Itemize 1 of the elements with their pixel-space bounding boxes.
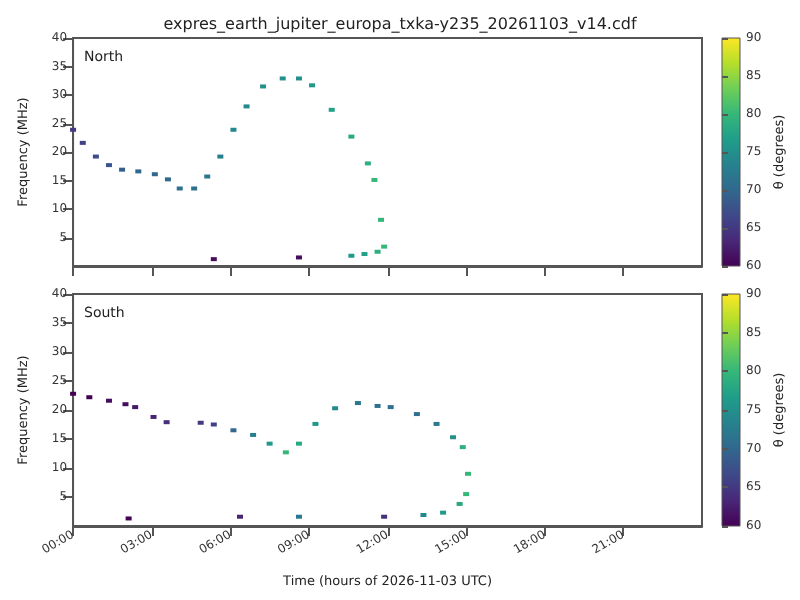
chart-title: expres_earth_jupiter_europa_txka-y235_20261103_v14.cdf [163, 15, 637, 33]
